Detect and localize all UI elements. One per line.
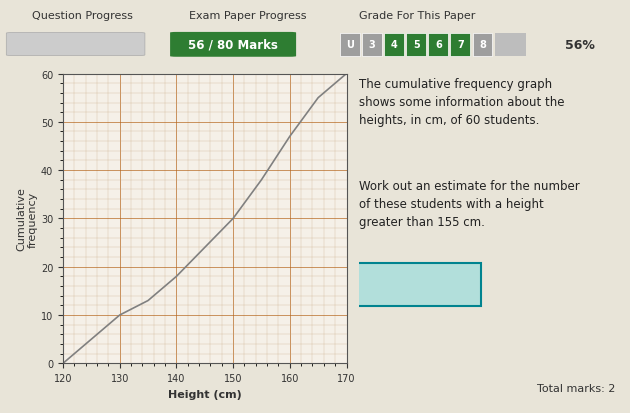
Text: Work out an estimate for the number
of these students with a height
greater than: Work out an estimate for the number of t…	[359, 180, 580, 228]
FancyBboxPatch shape	[450, 33, 470, 57]
Text: 3: 3	[369, 40, 375, 50]
Text: 56 / 80 Marks: 56 / 80 Marks	[188, 39, 278, 52]
Text: 8: 8	[479, 40, 486, 50]
Text: 4: 4	[391, 40, 398, 50]
FancyBboxPatch shape	[357, 263, 481, 306]
FancyBboxPatch shape	[6, 33, 145, 57]
FancyBboxPatch shape	[362, 33, 382, 57]
FancyBboxPatch shape	[495, 33, 526, 57]
Text: 5: 5	[413, 40, 420, 50]
Text: Question Progress: Question Progress	[32, 10, 132, 21]
Text: 56%: 56%	[564, 39, 595, 52]
FancyBboxPatch shape	[406, 33, 426, 57]
FancyBboxPatch shape	[340, 33, 360, 57]
Text: U: U	[346, 40, 354, 50]
Text: 6: 6	[435, 40, 442, 50]
X-axis label: Height (cm): Height (cm)	[168, 389, 242, 399]
FancyBboxPatch shape	[428, 33, 449, 57]
Text: 7: 7	[457, 40, 464, 50]
Y-axis label: Cumulative
frequency: Cumulative frequency	[16, 187, 38, 251]
Text: Total marks: 2: Total marks: 2	[537, 383, 616, 393]
Text: The cumulative frequency graph
shows some information about the
heights, in cm, : The cumulative frequency graph shows som…	[359, 78, 564, 126]
Text: Exam Paper Progress: Exam Paper Progress	[189, 10, 307, 21]
FancyBboxPatch shape	[170, 33, 296, 58]
FancyBboxPatch shape	[472, 33, 493, 57]
FancyBboxPatch shape	[384, 33, 404, 57]
Text: Grade For This Paper: Grade For This Paper	[359, 10, 476, 21]
